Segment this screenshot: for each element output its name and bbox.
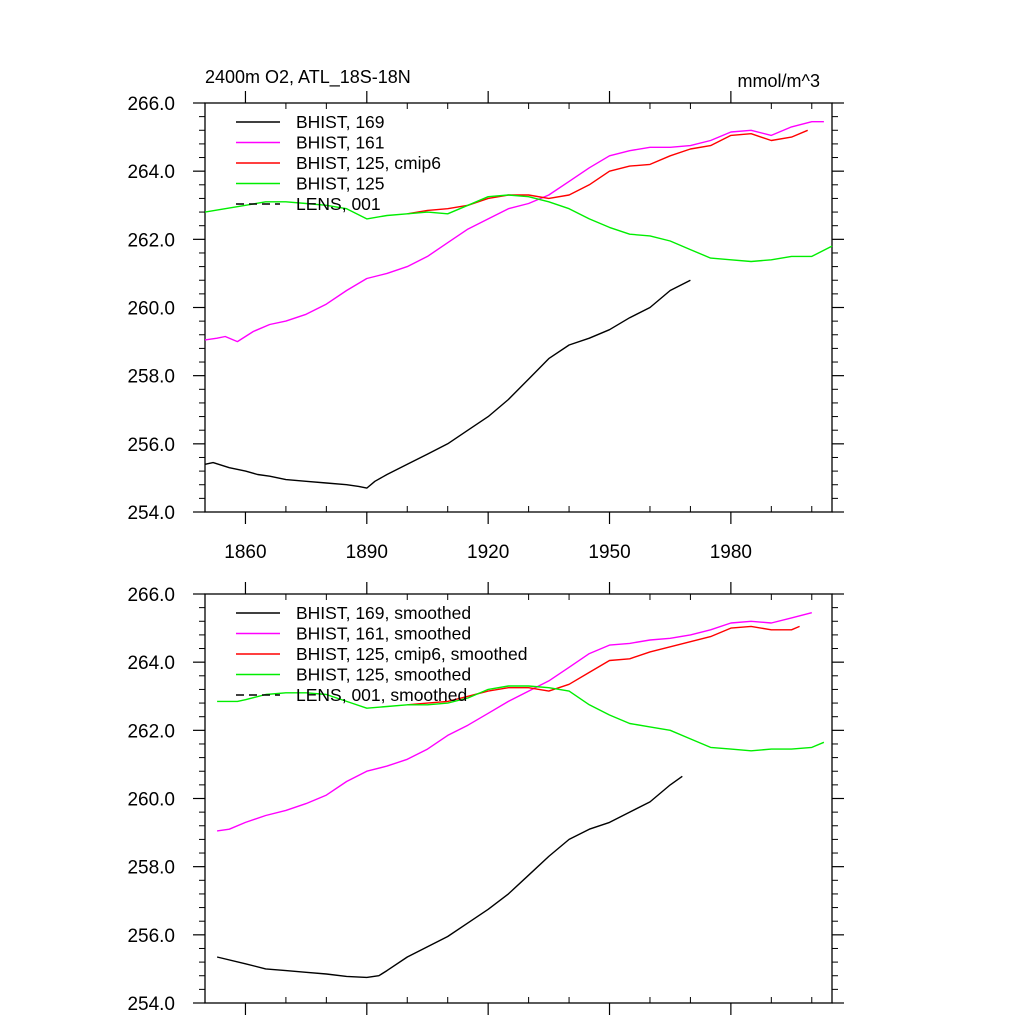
chart-1-x-tick-label-1950: 1950 [588,542,630,563]
chart-1-legend-label-2: BHIST, 161 [296,133,385,153]
chart-1-legend-label-5: LENS, 001 [296,194,381,214]
chart-2-series-line-2 [217,612,812,832]
chart-2-y-tick-label-258: 258.0 [127,858,175,879]
chart-1-x-tick-label-1980: 1980 [710,542,752,563]
chart-2-series-line-1 [216,775,683,979]
chart-1-y-tick-label-264: 264.0 [127,162,175,183]
chart-1-legend-label-3: BHIST, 125, cmip6 [296,153,441,173]
chart-2-y-tick-label-266: 266.0 [127,585,175,606]
chart-2-legend-label-5: LENS, 001, smoothed [296,685,467,705]
chart-1-series-line-2 [204,121,824,343]
chart-1-series-line-4 [204,194,833,263]
chart-1-y-tick-label-256: 256.0 [127,435,175,456]
chart-1-x-tick-label-1890: 1890 [346,542,388,563]
chart-2-y-tick-label-264: 264.0 [127,653,175,674]
chart-1-y-tick-label-260: 260.0 [127,299,175,320]
chart-1-series-line-1 [204,279,691,489]
chart-1-legend-label-4: BHIST, 125 [296,174,385,194]
chart-1-y-tick-label-258: 258.0 [127,367,175,388]
chart-2-series-line-4 [217,685,825,752]
chart-1-x-tick-label-1860: 1860 [224,542,266,563]
chart-1-series-line-3 [407,129,808,215]
chart-1-title-right: mmol/m^3 [738,71,820,91]
chart-2-legend-label-2: BHIST, 161, smoothed [296,624,471,644]
chart-2-legend-label-4: BHIST, 125, smoothed [296,665,471,685]
chart-2-y-tick-label-254: 254.0 [127,994,175,1015]
chart-1-y-tick-label-266: 266.0 [127,94,175,115]
chart-2-y-tick-label-262: 262.0 [127,721,175,742]
chart-1-y-tick-label-254: 254.0 [127,503,175,524]
chart-1-y-tick-label-262: 262.0 [127,230,175,251]
chart-1-x-tick-label-1920: 1920 [467,542,509,563]
chart-2-y-tick-label-260: 260.0 [127,790,175,811]
chart-2-legend-label-3: BHIST, 125, cmip6, smoothed [296,644,528,664]
chart-1-title-left: 2400m O2, ATL_18S-18N [205,67,411,88]
chart-2-y-tick-label-256: 256.0 [127,926,175,947]
chart-1-legend-label-1: BHIST, 169 [296,112,385,132]
chart-2-legend-label-1: BHIST, 169, smoothed [296,603,471,623]
